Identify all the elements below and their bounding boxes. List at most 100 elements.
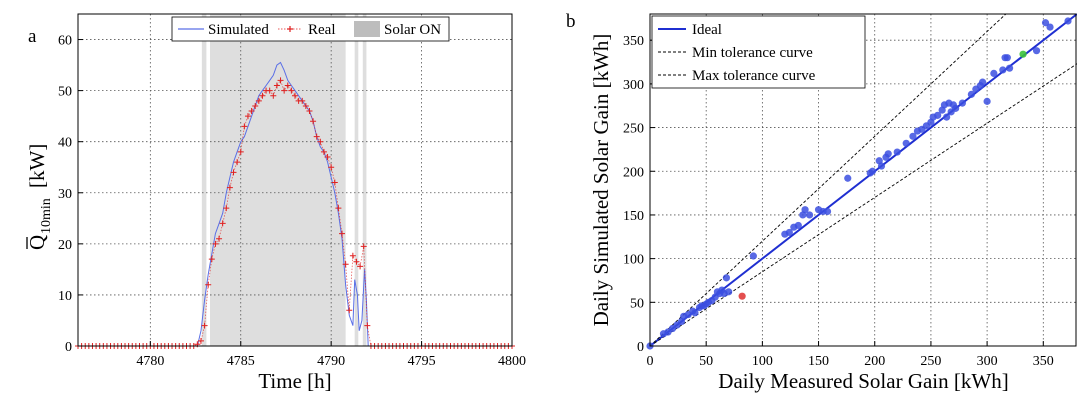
tick-label-x: 250 xyxy=(920,354,941,369)
real-marker xyxy=(205,281,212,288)
scatter-point xyxy=(749,252,757,260)
panel-a-ticks: 4780 4785 4790 4795 4800 0 10 20 30 40 50 60 xyxy=(58,34,526,369)
panel-a-y-axis-symbol: Q xyxy=(25,235,49,250)
scatter-point xyxy=(958,99,966,107)
scatter-point xyxy=(967,90,975,98)
scatter-point xyxy=(691,309,699,317)
tick-label-y: 60 xyxy=(58,34,72,49)
real-marker xyxy=(324,154,331,161)
real-marker xyxy=(248,108,255,115)
scatter-point xyxy=(823,207,832,216)
tick-label-x: 4795 xyxy=(408,354,436,369)
panel-a-y-axis-unit: [kW] xyxy=(25,144,49,188)
tick-label-y: 250 xyxy=(623,122,644,137)
real-marker xyxy=(277,77,284,84)
real-marker xyxy=(288,87,295,94)
solar-on-band xyxy=(354,14,359,346)
tick-label-x: 4785 xyxy=(227,354,255,369)
panel-b-y-axis-label: Daily Simulated Solar Gain [kWh] xyxy=(589,34,613,327)
legend-ideal-label: Ideal xyxy=(692,22,722,38)
legend-real-label: Real xyxy=(308,22,336,38)
tick-label-x: 4790 xyxy=(317,354,345,369)
real-marker xyxy=(310,118,317,125)
tick-label-x: 150 xyxy=(808,354,829,369)
scatter-point xyxy=(893,148,901,156)
real-marker xyxy=(219,220,226,227)
scatter-point xyxy=(979,78,987,86)
real-marker xyxy=(208,256,215,263)
scatter-point xyxy=(805,211,814,219)
legend-box xyxy=(651,15,866,89)
min-tolerance-line xyxy=(649,13,1007,347)
real-marker xyxy=(364,322,371,329)
scatter-point xyxy=(952,104,960,112)
real-marker xyxy=(335,205,342,212)
panel-a-frame xyxy=(77,13,513,347)
panel-b-legend: Ideal Min tolerance curve Max tolerance cu… xyxy=(651,15,866,89)
panel-a-y-axis-label: Q 10min [kW] xyxy=(25,144,54,250)
tick-label-y: 300 xyxy=(623,78,644,93)
real-marker xyxy=(252,102,259,109)
scatter-point xyxy=(902,139,910,147)
scatter-point xyxy=(909,132,917,140)
tick-label-y: 150 xyxy=(623,209,644,224)
real-marker xyxy=(284,82,291,89)
real-marker xyxy=(360,243,367,250)
tick-label-x: 100 xyxy=(752,354,773,369)
real-marker xyxy=(241,123,248,130)
real-marker xyxy=(223,205,230,212)
panel-b-x-axis-label: Daily Measured Solar Gain [kWh] xyxy=(718,369,1008,393)
scatter-point xyxy=(1046,23,1054,31)
panel-a-y-axis-subscript: 10min xyxy=(39,198,54,234)
legend-simulated-label: Simulated xyxy=(208,22,269,38)
real-marker xyxy=(342,261,349,268)
scatter-outlier-point xyxy=(1019,50,1027,58)
real-marker xyxy=(353,258,360,265)
scatter-point xyxy=(785,228,793,237)
tick-label-y: 20 xyxy=(58,238,72,253)
real-marker xyxy=(237,148,244,155)
legend-solar-swatch xyxy=(354,21,380,37)
scatter-point xyxy=(725,288,733,296)
legend-min-tolerance-label: Min tolerance curve xyxy=(692,45,813,61)
tick-label-y: 50 xyxy=(58,85,72,100)
solar-on-regions xyxy=(201,14,367,346)
solar-on-band xyxy=(362,14,367,346)
panel-b-chart: 0 50 100 150 200 250 300 350 0 50 100 150 200 250 300 3… xyxy=(566,11,1077,393)
solar-on-band xyxy=(210,14,346,346)
tick-label-y: 100 xyxy=(623,253,644,268)
tick-label-x: 4780 xyxy=(136,354,164,369)
legend-real-marker xyxy=(287,26,293,32)
scatter-point xyxy=(722,274,731,282)
real-marker xyxy=(226,184,233,191)
legend-box xyxy=(171,16,450,42)
panel-a-chart: 4780 4785 4790 4795 4800 0 10 20 30 40 50 60 a Time… xyxy=(25,13,526,393)
panel-b-points xyxy=(646,17,1072,350)
real-marker xyxy=(216,235,223,242)
scatter-point xyxy=(934,111,942,119)
scatter-point xyxy=(1003,54,1011,62)
tick-label-y: 30 xyxy=(58,187,72,202)
real-marker xyxy=(270,92,277,99)
panel-b-frame xyxy=(649,13,1077,347)
real-marker xyxy=(266,87,273,94)
real-marker xyxy=(313,133,320,140)
real-marker xyxy=(201,322,208,329)
real-marker xyxy=(349,252,356,259)
real-marker xyxy=(331,179,338,186)
tick-label-x: 4800 xyxy=(498,354,526,369)
max-tolerance-line xyxy=(649,63,1077,347)
real-marker xyxy=(317,138,324,145)
real-marker xyxy=(234,159,241,166)
scatter-point xyxy=(794,221,802,230)
real-marker xyxy=(259,92,266,99)
scatter-point xyxy=(990,69,998,78)
scatter-point xyxy=(801,206,809,214)
tick-label-y: 50 xyxy=(630,296,644,311)
panel-a-legend: Simulated Real Solar ON xyxy=(171,16,450,42)
tick-label-x: 300 xyxy=(977,354,998,369)
real-marker xyxy=(244,113,251,120)
real-marker xyxy=(212,240,219,247)
real-marker xyxy=(302,102,309,109)
